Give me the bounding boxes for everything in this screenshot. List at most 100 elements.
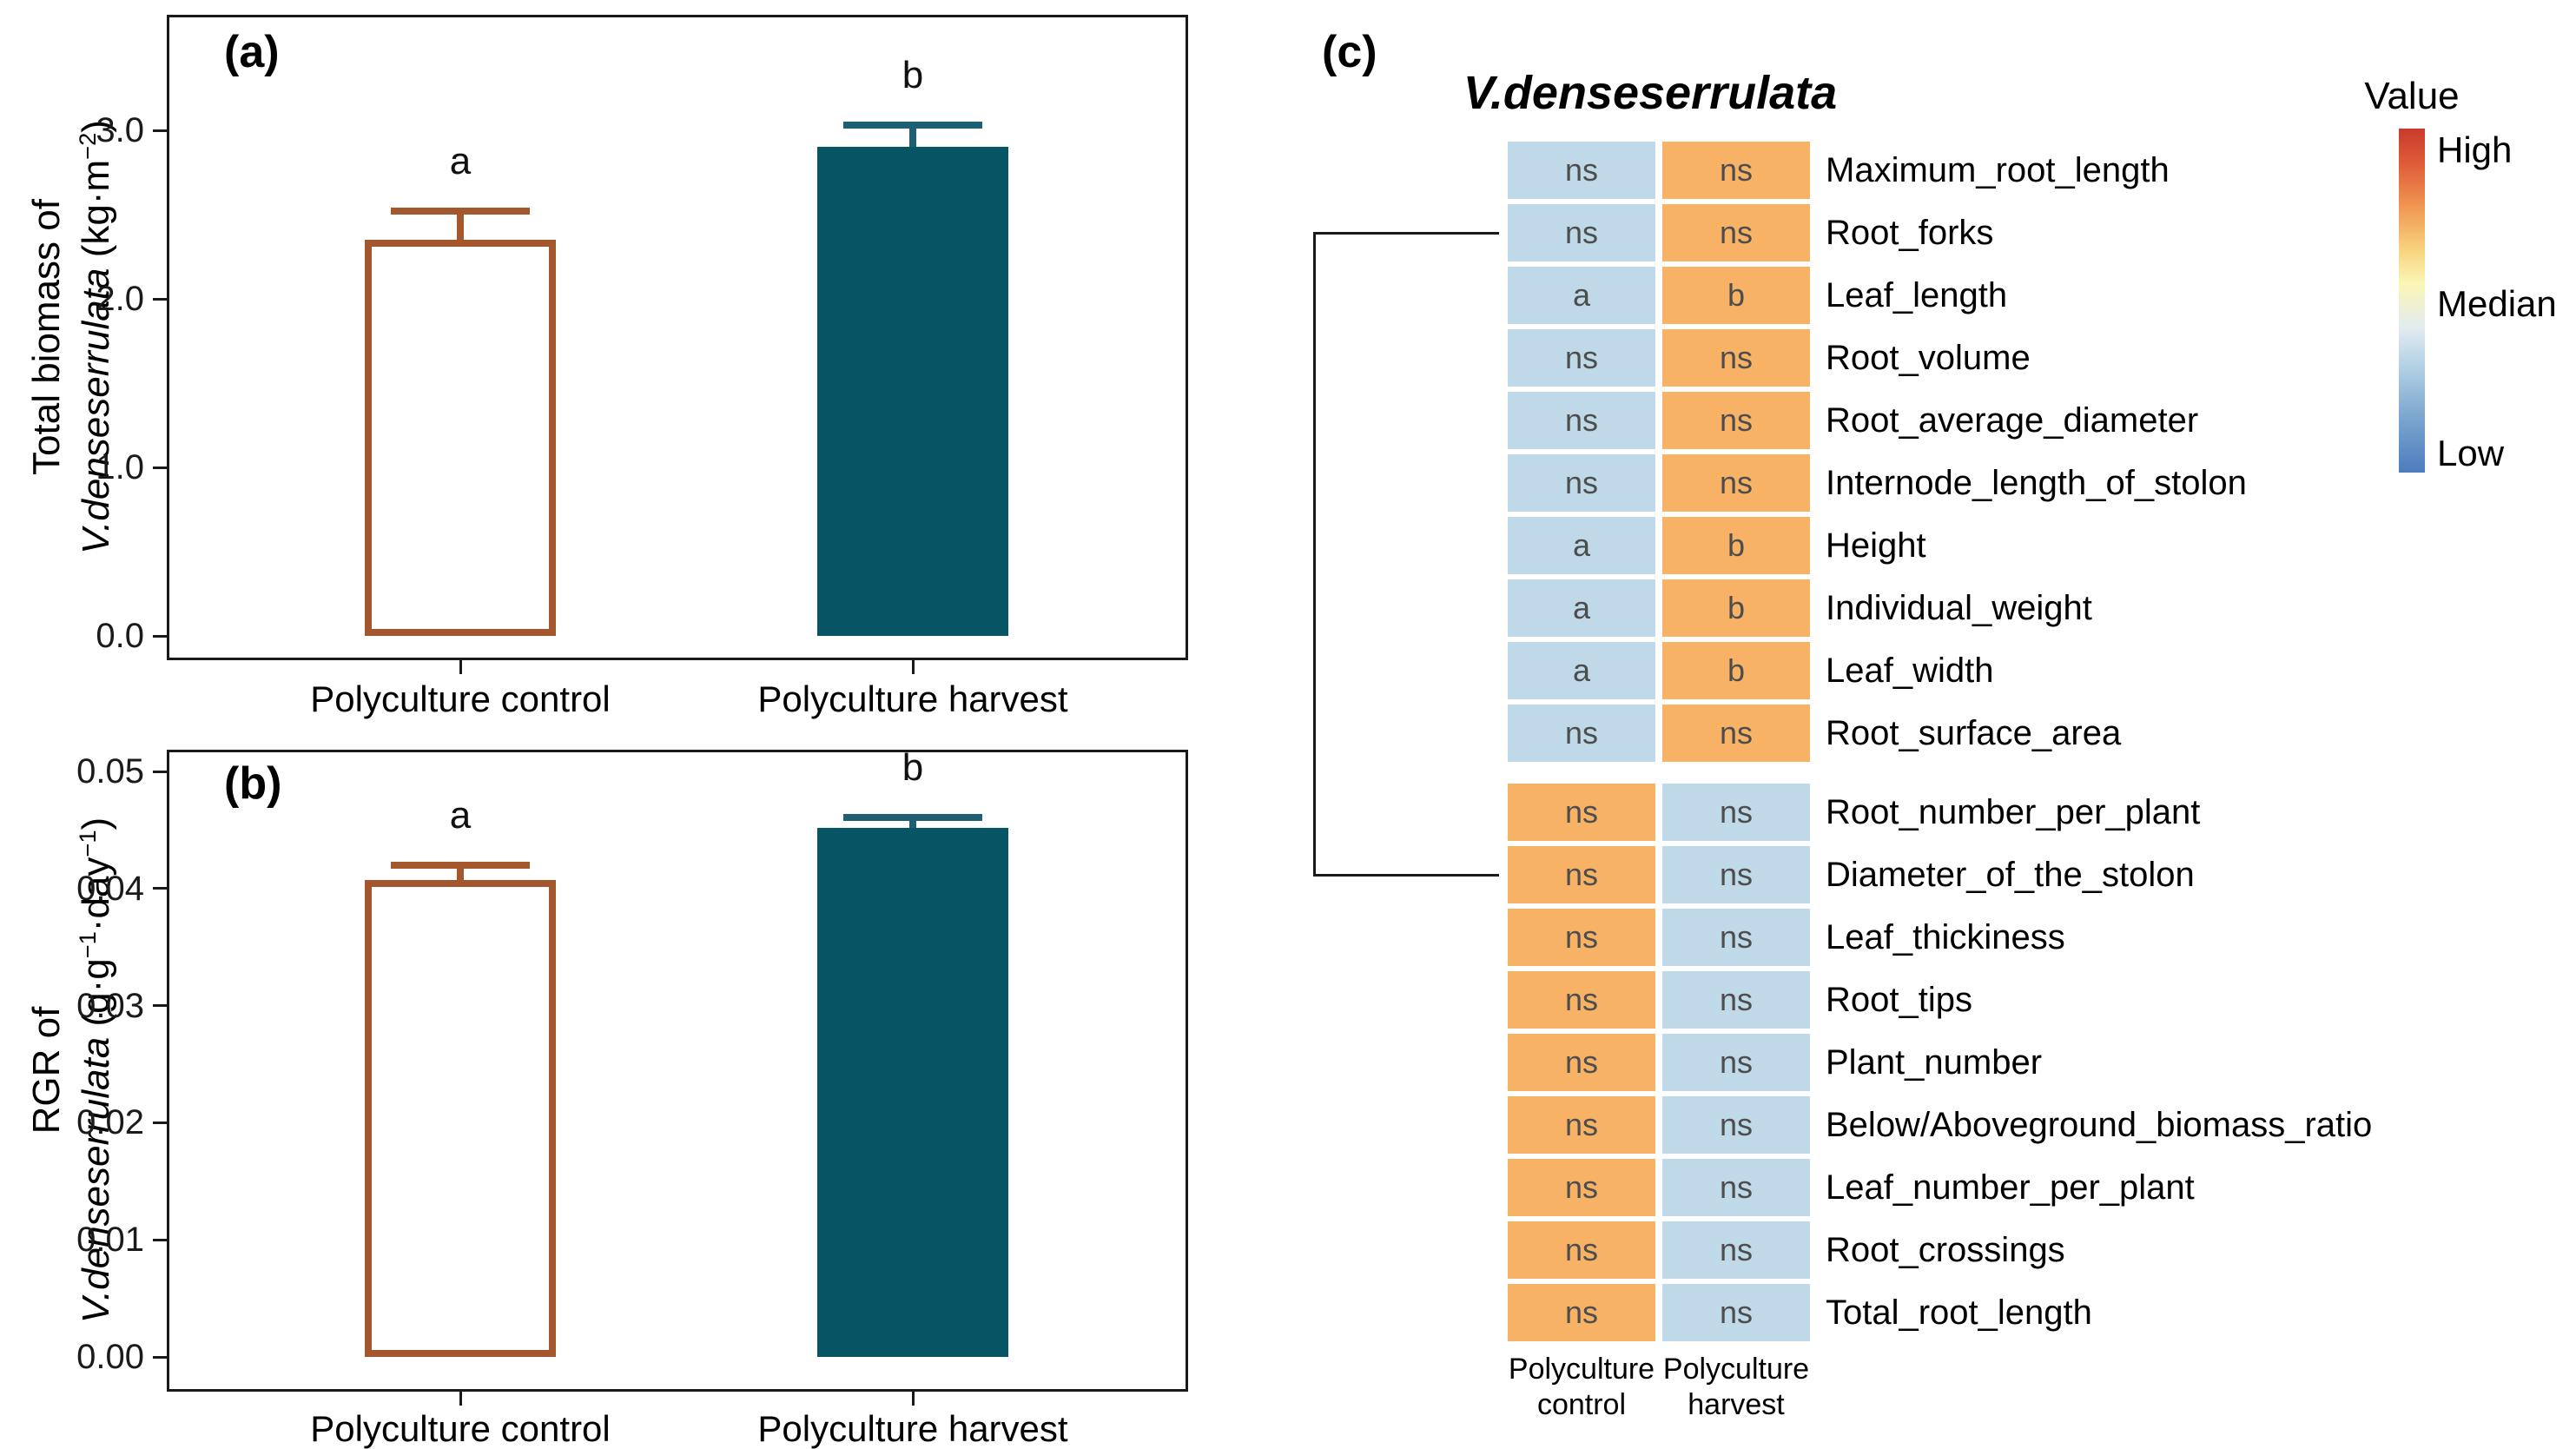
error-bar-cap: [391, 861, 530, 869]
y-axis-title-line: RGR of: [22, 740, 71, 1400]
heatmap-column-label-line: Polyculture: [1662, 1353, 1810, 1386]
heatmap-cell: ns: [1662, 204, 1810, 261]
heatmap-row-label: Root_average_diameter: [1826, 401, 2199, 440]
error-bar-cap: [843, 122, 982, 129]
y-tick-label: 2.0: [96, 280, 144, 318]
error-bar-cap: [391, 208, 530, 215]
y-tick-mark: [153, 1355, 167, 1359]
legend-label-low: Low: [2437, 433, 2505, 473]
legend-title: Value: [2364, 75, 2460, 117]
panel-a-plot-area: [167, 15, 1188, 660]
y-tick-mark: [153, 297, 167, 301]
heatmap-cell: ns: [1508, 204, 1655, 261]
heatmap-row-label: Leaf_thickiness: [1826, 918, 2065, 956]
panel-b-tag: (b): [224, 758, 282, 809]
error-bar-cap: [843, 813, 982, 821]
panel-b-y-axis-title: RGR of V.denseserrulata (g·g−1·day−1): [22, 740, 121, 1400]
heatmap-cell: ns: [1508, 142, 1655, 199]
heatmap-cell: ns: [1662, 454, 1810, 512]
heatmap-cell: a: [1508, 579, 1655, 637]
heatmap-cell: ns: [1508, 1159, 1655, 1216]
y-tick-mark: [153, 770, 167, 773]
heatmap-cell: ns: [1508, 1096, 1655, 1154]
y-axis-title-line: V.denseserrulata (g·g−1·day−1): [71, 740, 125, 1400]
heatmap-row-label: Below/Aboveground_biomass_ratio: [1826, 1106, 2373, 1144]
heatmap-cell: ns: [1508, 392, 1655, 449]
error-bar-stem: [909, 125, 916, 148]
heatmap-cell: a: [1508, 267, 1655, 324]
heatmap-row-label: Root_surface_area: [1826, 714, 2122, 752]
legend-gradient-bar: [2399, 129, 2425, 473]
y-axis-title-text: ): [75, 817, 117, 830]
heatmap-title: V.denseserrulata: [1463, 67, 1838, 119]
heatmap-row-label: Leaf_length: [1826, 276, 2008, 314]
y-tick-label: 0.03: [76, 986, 144, 1025]
heatmap-row-label: Plant_number: [1826, 1043, 2043, 1082]
heatmap-row-label: Leaf_number_per_plant: [1826, 1168, 2195, 1207]
bar-polyculture-harvest: [817, 147, 1008, 636]
y-tick-mark: [153, 466, 167, 469]
y-tick-label: 0.0: [96, 617, 144, 655]
heatmap-cell: ns: [1508, 705, 1655, 762]
x-category-label: Polyculture harvest: [757, 1408, 1068, 1449]
heatmap-cell: ns: [1508, 1284, 1655, 1341]
heatmap-cell: ns: [1508, 971, 1655, 1029]
heatmap-cell: ns: [1508, 846, 1655, 903]
heatmap-cell: ns: [1508, 329, 1655, 387]
y-tick-label: 0.02: [76, 1103, 144, 1142]
y-axis-title-text: V.denseserrulata: [75, 1036, 117, 1324]
cluster-bracket-top-line: [1313, 231, 1499, 235]
y-axis-title-text: (kg·m: [75, 159, 117, 268]
heatmap-column-label: Polyculture control: [1477, 1352, 1686, 1423]
heatmap-cell: ns: [1662, 971, 1810, 1029]
heatmap-row-label: Individual_weight: [1826, 589, 2092, 627]
x-tick-mark: [459, 1392, 462, 1406]
x-category-label: Polyculture control: [310, 1408, 611, 1449]
superscript-exponent: −1: [74, 830, 101, 857]
sig-letter: b: [902, 745, 924, 789]
heatmap-row-label: Root_forks: [1826, 214, 1994, 252]
heatmap-cell: ns: [1662, 909, 1810, 966]
y-axis-title-line: Total biomass of: [22, 7, 71, 667]
y-tick-mark: [153, 887, 167, 890]
y-tick-mark: [153, 129, 167, 132]
heatmap-cell: ns: [1662, 392, 1810, 449]
error-bar-stem: [909, 817, 916, 828]
superscript-exponent: −1: [74, 931, 101, 959]
y-tick-mark: [153, 634, 167, 638]
heatmap-column-label: Polyculture harvest: [1632, 1352, 1840, 1423]
sig-letter: a: [449, 140, 472, 183]
x-tick-mark: [911, 1392, 915, 1406]
sig-letter: a: [449, 793, 472, 837]
bar-polyculture-harvest: [817, 827, 1008, 1357]
bar-polyculture-control: [365, 880, 556, 1357]
heatmap-cell: a: [1508, 642, 1655, 699]
heatmap-row-label: Root_tips: [1826, 981, 1972, 1019]
heatmap-row-label: Internode_length_of_stolon: [1826, 464, 2247, 502]
heatmap-cell: b: [1662, 579, 1810, 637]
error-bar-stem: [457, 211, 464, 241]
heatmap-cell: b: [1662, 517, 1810, 574]
heatmap-cell: ns: [1662, 142, 1810, 199]
heatmap-row-label: Height: [1826, 526, 1926, 565]
heatmap-cell: ns: [1508, 454, 1655, 512]
heatmap-cell: ns: [1662, 1034, 1810, 1091]
panel-a-tag: (a): [224, 27, 280, 77]
panel-b-plot-area: [167, 750, 1188, 1392]
heatmap-cell: ns: [1662, 1159, 1810, 1216]
panel-c-tag: (c): [1322, 27, 1377, 77]
sig-letter: b: [902, 54, 924, 97]
y-tick-label: 1.0: [96, 448, 144, 486]
heatmap-row-label: Root_number_per_plant: [1826, 793, 2201, 831]
y-tick-label: 0.05: [76, 752, 144, 791]
heatmap-cell: ns: [1662, 1284, 1810, 1341]
legend-label-high: High: [2437, 129, 2513, 170]
heatmap-cell: ns: [1662, 1096, 1810, 1154]
y-axis-title-line: V.denseserrulata (kg·m−2): [71, 7, 125, 667]
heatmap-row-label: Maximum_root_length: [1826, 151, 2170, 189]
x-category-label: Polyculture harvest: [757, 678, 1068, 719]
error-bar-stem: [457, 864, 464, 881]
heatmap-row-label: Leaf_width: [1826, 652, 1994, 690]
heatmap-cell: ns: [1508, 909, 1655, 966]
heatmap-cell: b: [1662, 642, 1810, 699]
